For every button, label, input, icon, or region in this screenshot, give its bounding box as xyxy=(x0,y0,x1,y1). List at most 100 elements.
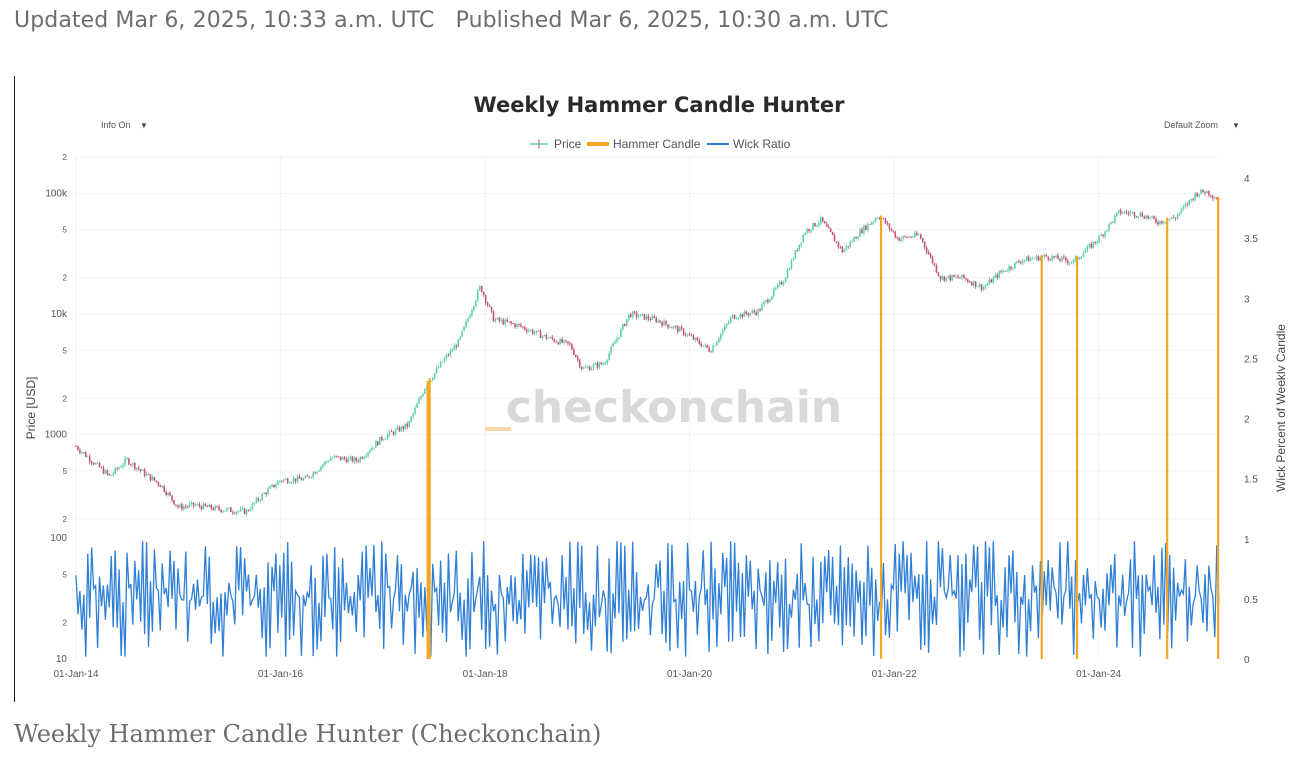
price-candle-body xyxy=(267,488,269,495)
legend-item-hammer[interactable]: Hammer Candle xyxy=(587,137,701,151)
price-candle-body xyxy=(473,306,475,311)
price-candle-body xyxy=(273,484,275,488)
legend-item-price[interactable]: Price xyxy=(530,137,582,151)
price-candle-body xyxy=(921,238,924,242)
price-candle-body xyxy=(151,477,154,481)
price-candle-body xyxy=(898,237,901,241)
price-candle-body xyxy=(194,504,197,506)
price-candle-body xyxy=(100,467,103,469)
price-candle-body xyxy=(365,455,367,457)
price-candle-body xyxy=(643,314,646,320)
price-candle-body xyxy=(1051,256,1053,261)
price-candle-body xyxy=(130,464,132,466)
price-candle-body xyxy=(800,242,803,245)
legend-item-wick[interactable]: Wick Ratio xyxy=(707,137,791,151)
price-candle-body xyxy=(537,330,540,332)
price-candle-body xyxy=(114,468,117,474)
price-candle-body xyxy=(324,461,326,465)
price-candle-body xyxy=(145,473,148,476)
price-candle-body xyxy=(265,492,267,495)
price-candle-body xyxy=(1002,270,1004,272)
price-candle-body xyxy=(739,313,742,318)
price-candle-body xyxy=(892,230,895,233)
price-candle-body xyxy=(733,314,736,319)
price-candle-body xyxy=(208,504,211,508)
price-candle-body xyxy=(355,457,358,461)
price-candle-body xyxy=(629,314,632,318)
price-candle-body xyxy=(741,313,744,317)
price-candle-body xyxy=(686,334,689,336)
price-candle-body xyxy=(904,236,906,237)
price-candle-body xyxy=(970,282,973,286)
price-candle-body xyxy=(314,472,316,474)
price-candle-body xyxy=(649,318,652,320)
price-candle-body xyxy=(1088,244,1091,247)
price-candle-body xyxy=(812,222,814,230)
y-tick-label-lower: 10 xyxy=(56,654,68,665)
price-candle-body xyxy=(874,218,877,222)
price-candle-body xyxy=(216,506,218,507)
price-candle-body xyxy=(1090,244,1093,248)
price-candle-body xyxy=(300,478,303,481)
price-candle-body xyxy=(769,299,771,303)
price-candle-body xyxy=(645,315,648,320)
price-candle-body xyxy=(1025,256,1028,260)
price-candle-body xyxy=(535,330,538,333)
price-candle-body xyxy=(841,246,844,253)
price-candle-body xyxy=(110,475,113,476)
info-toggle[interactable]: Info On ▼ xyxy=(101,120,148,130)
price-candle-body xyxy=(604,362,607,364)
price-candle-body xyxy=(771,296,773,300)
price-candle-body xyxy=(1145,215,1147,219)
price-candle-body xyxy=(720,333,722,339)
price-candle-body xyxy=(902,236,904,239)
price-candle-body xyxy=(935,265,938,273)
price-candle-body xyxy=(919,234,922,239)
price-candle-body xyxy=(206,505,209,508)
price-candle-body xyxy=(1215,198,1218,200)
price-candle-body xyxy=(486,302,489,306)
price-candle-body xyxy=(1125,211,1128,213)
price-candle-body xyxy=(612,343,614,347)
price-candle-body xyxy=(624,323,626,326)
price-candle-body xyxy=(141,469,144,471)
price-candle-body xyxy=(128,458,130,465)
price-candle-body xyxy=(398,427,401,432)
y-tick-label-lower: 2 xyxy=(63,619,68,628)
price-candle-body xyxy=(153,477,156,481)
price-candle-body xyxy=(1012,268,1014,269)
price-candle-body xyxy=(596,363,599,368)
price-candle-body xyxy=(580,366,583,369)
price-candle-body xyxy=(847,246,850,248)
price-candle-body xyxy=(622,323,624,329)
price-candle-body xyxy=(1017,261,1020,263)
price-candle-body xyxy=(751,310,754,314)
price-candle-body xyxy=(1019,262,1022,264)
y-right-tick-label: 2 xyxy=(1244,415,1250,426)
price-candle-body xyxy=(135,467,138,470)
price-candle-body xyxy=(363,456,365,459)
price-candle-body xyxy=(104,470,107,474)
price-candle-body xyxy=(908,236,910,238)
price-candle-body xyxy=(298,476,301,479)
price-candle-body xyxy=(620,328,622,338)
price-candle-body xyxy=(845,246,848,250)
price-candle-body xyxy=(823,221,826,224)
price-candle-body xyxy=(210,504,213,509)
price-candle-body xyxy=(1078,258,1081,260)
price-candle-body xyxy=(302,478,305,481)
price-candle-body xyxy=(1096,241,1098,243)
y-right-tick-label: 1 xyxy=(1244,535,1250,546)
price-candle-body xyxy=(418,398,420,404)
price-candle-body xyxy=(853,237,855,242)
price-candle-body xyxy=(1061,256,1063,261)
zoom-dropdown[interactable]: Default Zoom ▼ xyxy=(1164,120,1240,130)
price-candle-body xyxy=(671,327,673,329)
price-candle-body xyxy=(292,478,295,483)
price-candle-body xyxy=(545,334,548,339)
x-tick-label: 01-Jan-24 xyxy=(1076,669,1121,680)
price-candle-body xyxy=(586,366,589,368)
price-candle-body xyxy=(559,339,561,345)
price-candle-body xyxy=(345,458,348,463)
price-candle-body xyxy=(918,234,920,236)
